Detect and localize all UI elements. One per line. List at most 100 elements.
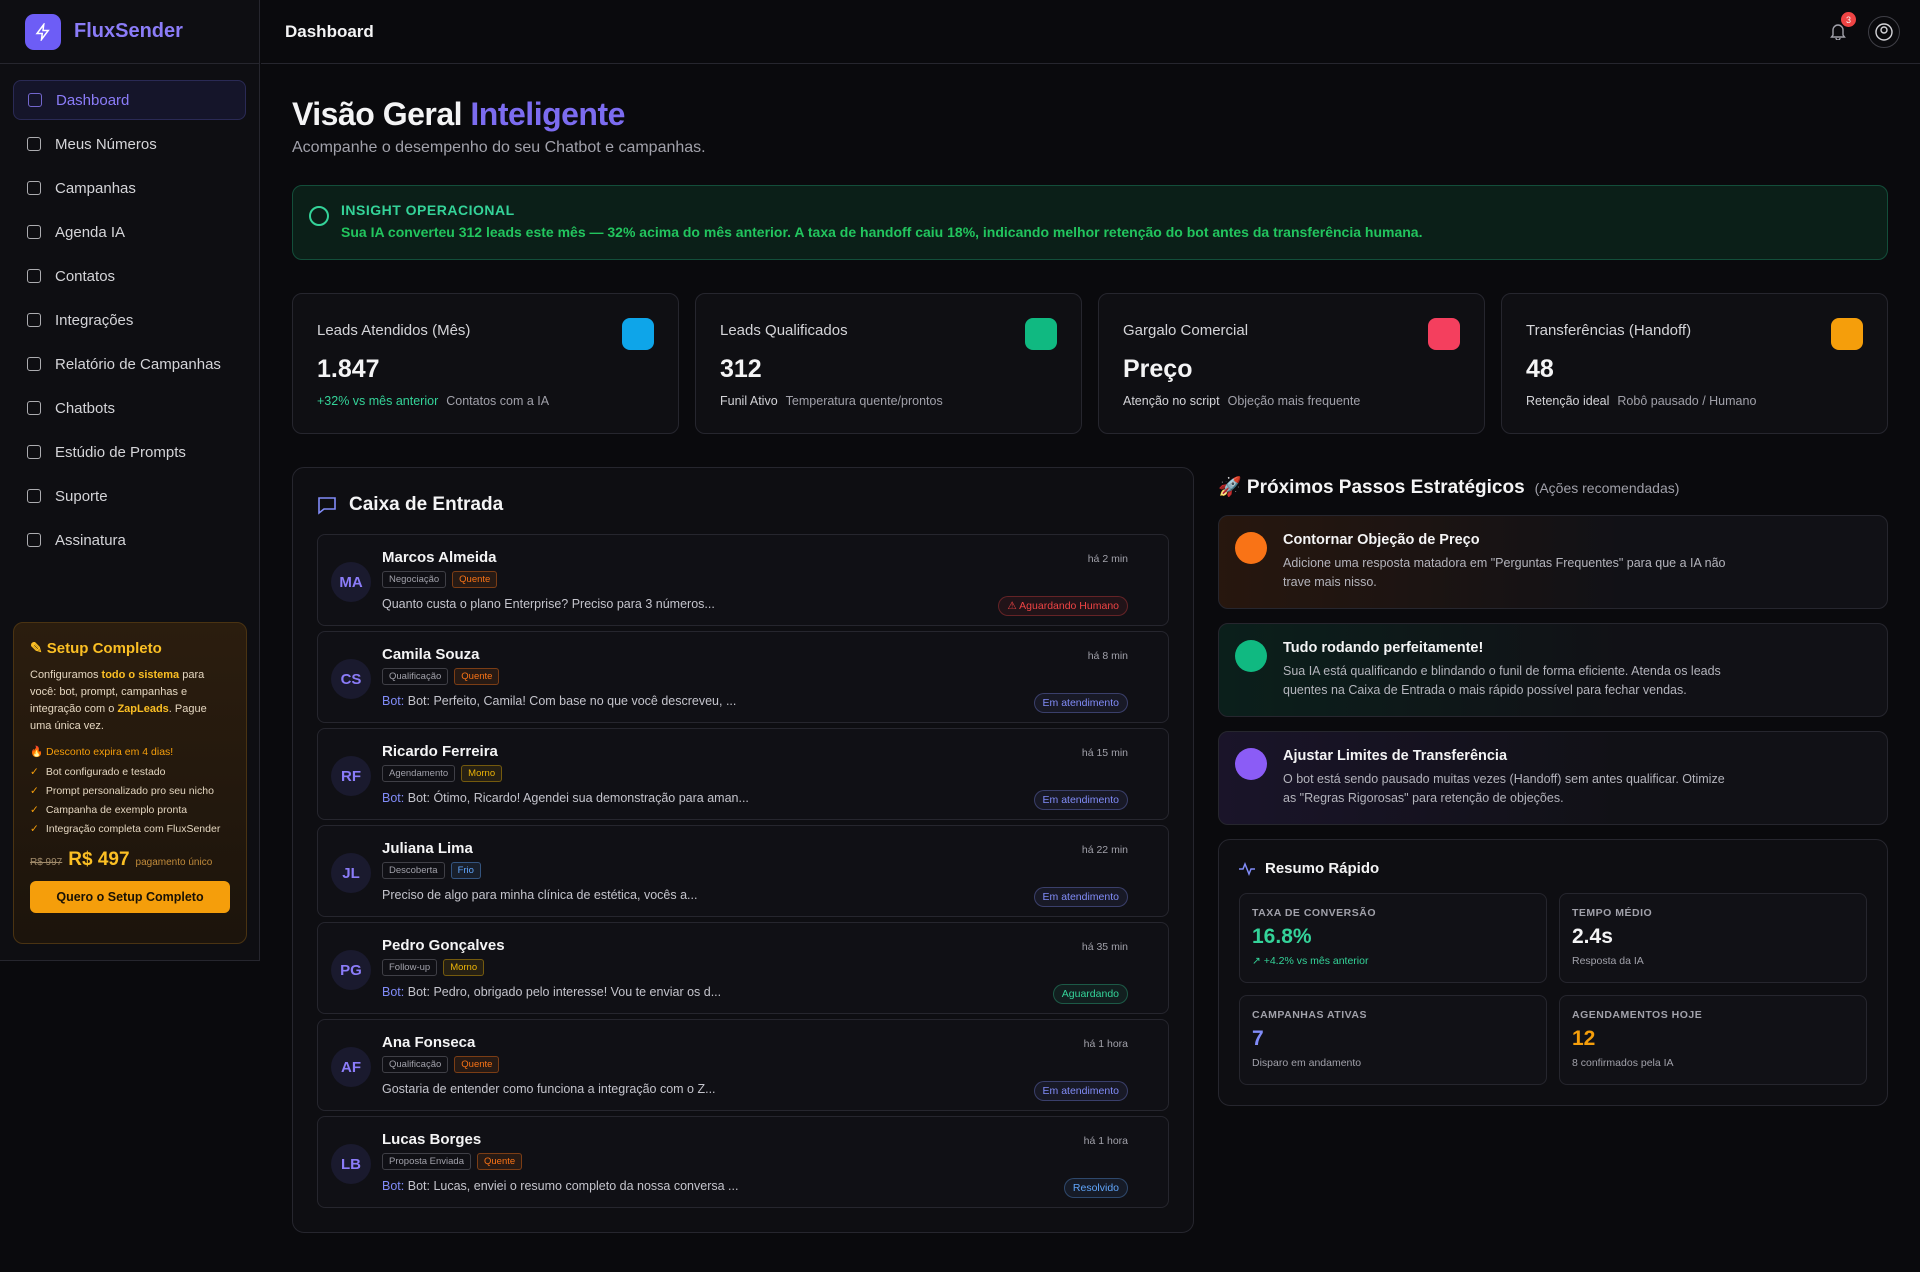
kpi-note-text: Contatos com a IA: [446, 394, 550, 408]
contact-name: Juliana Lima: [382, 840, 473, 857]
checklist: Bot configurado e testado Prompt personal…: [30, 766, 230, 835]
step: Tudo rodando perfeitamente! Sua IA está q…: [1218, 623, 1888, 717]
tags: Qualificação Quente: [382, 668, 1168, 685]
status: Em atendimento: [1033, 887, 1128, 907]
message-text: Bot: Pedro, obrigado pelo interesse! Vou…: [407, 985, 722, 999]
kpi-note-highlight: +32% vs mês anterior: [317, 394, 439, 408]
nav-label: Meus Números: [55, 135, 157, 153]
conversation[interactable]: CS Camila Souza Qualificação Quente Bot: Bot…: [317, 631, 1169, 723]
check-item: Bot configurado e testado: [30, 766, 230, 778]
kpi-icon: [1831, 318, 1863, 350]
tags: Follow-up Morno: [382, 959, 1168, 976]
main: Visão Geral Inteligente Acompanhe o dese…: [292, 64, 1888, 1233]
kpi-icon: [1428, 318, 1460, 350]
nav-item[interactable]: Chatbots: [13, 388, 246, 428]
check-item: Campanha de exemplo pronta: [30, 804, 230, 816]
nav-icon: [27, 269, 41, 283]
message-prefix: Bot:: [382, 791, 405, 805]
stats: TAXA DE CONVERSÃO 16.8% ↗ +4.2% vs mês ant…: [1239, 893, 1867, 1085]
icon: ✎: [30, 640, 47, 657]
title-text: Visão Geral: [292, 96, 463, 132]
nav-label: Assinatura: [55, 531, 126, 549]
message-text: Gostaria de entender como funciona a int…: [382, 1082, 716, 1096]
setup-title: ✎ Setup Completo: [30, 639, 230, 657]
conversation[interactable]: AF Ana Fonseca Qualificação Quente Gostaria …: [317, 1019, 1169, 1111]
logo: [25, 13, 61, 50]
nav-icon: [27, 181, 41, 195]
stage-tag: Negociação: [382, 571, 447, 588]
promo: 🔥 Desconto expira em 4 dias!: [30, 746, 174, 758]
kpi-value: 1.847: [317, 355, 380, 383]
nav-item[interactable]: Agenda IA: [13, 212, 246, 252]
nav-item[interactable]: Relatório de Campanhas: [13, 344, 246, 384]
temperature-tag: Quente: [477, 1153, 523, 1170]
stat-value: 12: [1572, 1027, 1596, 1050]
conversation[interactable]: RF Ricardo Ferreira Agendamento Morno Bot: B…: [317, 728, 1169, 820]
nav-item[interactable]: Estúdio de Prompts: [13, 432, 246, 472]
kpi-card: Leads Qualificados 312 Funil Ativo Temperat…: [695, 293, 1082, 434]
notifications[interactable]: [1830, 22, 1846, 40]
tags: Qualificação Quente: [382, 1056, 1168, 1073]
time: há 2 min: [1087, 553, 1128, 565]
next-steps-header: 🚀 Próximos Passos Estratégicos (Ações re…: [1218, 475, 1888, 499]
kpi-note-text: Temperatura quente/prontos: [785, 394, 943, 408]
avatar: MA: [331, 562, 371, 602]
nav-item[interactable]: Assinatura: [13, 520, 246, 560]
nav-item[interactable]: Suporte: [13, 476, 246, 516]
step-text: Adicione uma resposta matadora em "Pergu…: [1283, 556, 1726, 589]
nav-label: Estúdio de Prompts: [55, 443, 186, 461]
nav-item[interactable]: Meus Números: [13, 124, 246, 164]
nav-item[interactable]: Campanhas: [13, 168, 246, 208]
conversation[interactable]: JL Juliana Lima Descoberta Frio Preciso de a…: [317, 825, 1169, 917]
message-text: Preciso de algo para minha clínica de es…: [382, 888, 698, 902]
message: Bot: Bot: Pedro, obrigado pelo interesse…: [382, 985, 1168, 999]
stage-tag: Agendamento: [382, 765, 456, 782]
old-price: R$ 997: [30, 857, 63, 868]
setup-button[interactable]: Quero o Setup Completo: [30, 881, 230, 913]
step-icon: [1235, 532, 1267, 564]
conversation[interactable]: PG Pedro Gonçalves Follow-up Morno Bot: Bot:…: [317, 922, 1169, 1014]
nav-item[interactable]: Contatos: [13, 256, 246, 296]
step-text: O bot está sendo pausado muitas vezes (H…: [1283, 772, 1725, 805]
price-note: pagamento único: [135, 857, 213, 868]
inbox: Caixa de Entrada MA Marcos Almeida Negocia…: [292, 467, 1194, 1233]
header: Dashboard 3: [261, 0, 1920, 64]
avatar: AF: [331, 1047, 371, 1087]
price: R$ 997 R$ 497 pagamento único: [30, 849, 230, 871]
title-highlight: Inteligente: [470, 96, 625, 132]
page-title: Visão Geral Inteligente: [292, 96, 1888, 133]
nav-label: Campanhas: [55, 179, 136, 197]
avatar: CS: [331, 659, 371, 699]
kpi-value: 312: [720, 355, 762, 383]
stage-tag: Qualificação: [382, 668, 449, 685]
right-column: 🚀 Próximos Passos Estratégicos (Ações re…: [1218, 467, 1888, 1106]
kpi-label: Leads Atendidos (Mês): [317, 322, 471, 339]
sidebar: FluxSender Dashboard Meus Números Campanha…: [0, 0, 260, 961]
contact-name: Camila Souza: [382, 646, 480, 663]
user-menu[interactable]: [1868, 16, 1900, 48]
message-prefix: Bot:: [382, 694, 405, 708]
nav-icon: [27, 445, 41, 459]
conversation[interactable]: MA Marcos Almeida Negociação Quente Quanto c…: [317, 534, 1169, 626]
inbox-title-text: Caixa de Entrada: [349, 494, 504, 515]
stat-value: 7: [1252, 1027, 1264, 1050]
nav-item[interactable]: Integrações: [13, 300, 246, 340]
status: Em atendimento: [1033, 693, 1128, 713]
status: ⚠ Aguardando Humano: [998, 596, 1128, 616]
stat-label: TEMPO MÉDIO: [1572, 907, 1653, 919]
insight: INSIGHT OPERACIONAL Sua IA converteu 312…: [292, 185, 1888, 260]
step-icon: [1235, 748, 1267, 780]
status: Aguardando: [1052, 984, 1128, 1004]
kpi-card: Leads Atendidos (Mês) 1.847 +32% vs mês an…: [292, 293, 679, 434]
insight-text: Sua IA converteu 312 leads este mês — 32…: [341, 224, 1423, 240]
setup-title-text: Setup Completo: [46, 640, 162, 657]
stat-label: CAMPANHAS ATIVAS: [1252, 1009, 1367, 1021]
check-item: Integração completa com FluxSender: [30, 823, 230, 835]
kpi-label: Gargalo Comercial: [1123, 322, 1249, 339]
temperature-tag: Morno: [443, 959, 485, 976]
nav-item[interactable]: Dashboard: [13, 80, 246, 120]
kpi-value: 48: [1526, 355, 1554, 383]
message-text: Bot: Perfeito, Camila! Com base no que v…: [407, 694, 737, 708]
conversation[interactable]: LB Lucas Borges Proposta Enviada Quente Bot:…: [317, 1116, 1169, 1208]
